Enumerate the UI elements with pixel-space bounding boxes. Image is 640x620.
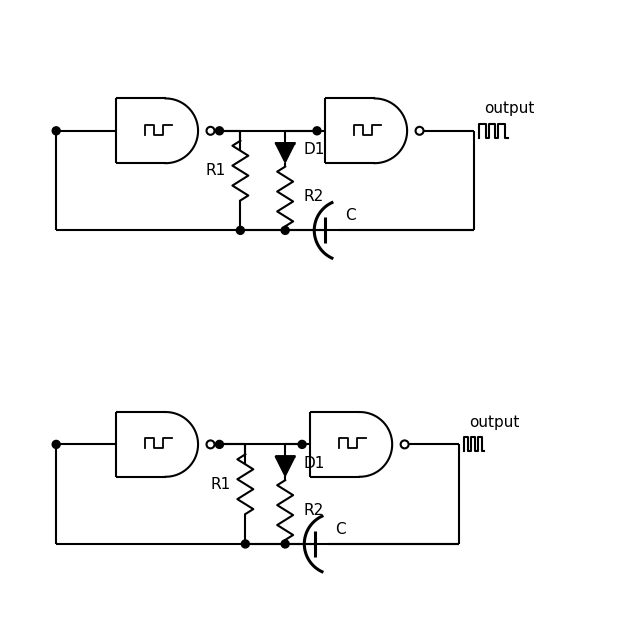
Circle shape <box>207 440 214 448</box>
Text: R2: R2 <box>303 503 323 518</box>
Text: C: C <box>345 208 355 223</box>
Text: C: C <box>335 521 346 536</box>
Circle shape <box>281 540 289 548</box>
Polygon shape <box>275 456 295 476</box>
Circle shape <box>216 127 223 135</box>
Circle shape <box>216 440 223 448</box>
Text: output: output <box>484 102 534 117</box>
Circle shape <box>313 127 321 135</box>
Circle shape <box>401 440 408 448</box>
Circle shape <box>415 127 424 135</box>
Text: D1: D1 <box>303 456 324 471</box>
Text: R1: R1 <box>205 163 225 178</box>
Text: D1: D1 <box>303 142 324 157</box>
Text: R1: R1 <box>211 477 230 492</box>
Text: R2: R2 <box>303 189 323 204</box>
Circle shape <box>241 540 250 548</box>
Circle shape <box>236 226 244 234</box>
Circle shape <box>298 440 306 448</box>
Circle shape <box>207 127 214 135</box>
Circle shape <box>52 440 60 448</box>
Polygon shape <box>275 143 295 162</box>
Text: output: output <box>469 415 520 430</box>
Circle shape <box>52 127 60 135</box>
Circle shape <box>281 226 289 234</box>
